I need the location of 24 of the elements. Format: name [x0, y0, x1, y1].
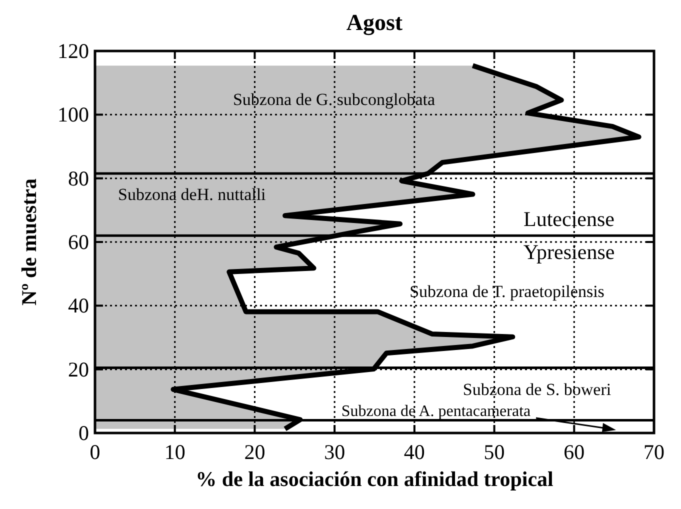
x-tick-label: 30: [324, 440, 346, 464]
y-tick-label: 120: [58, 39, 89, 63]
annotation: Subzona de T. praetopilensis: [410, 282, 604, 301]
y-tick-label: 20: [68, 357, 89, 382]
y-tick-label: 40: [68, 294, 89, 318]
y-tick-label: 100: [58, 102, 89, 127]
y-tick-label: 80: [68, 166, 89, 190]
annotation: Luteciense: [524, 207, 614, 231]
annotation: Subzona de S. boweri: [462, 380, 612, 399]
annotation: Subzona de A. pentacamerata: [341, 403, 531, 420]
annotation: Subzona deH. nuttalli: [118, 185, 266, 204]
y-tick-label: 60: [68, 230, 89, 254]
x-tick-label: 70: [644, 440, 664, 464]
x-tick-label: 40: [404, 440, 425, 464]
chart-title: Agost: [346, 10, 403, 36]
x-axis-title: % de la asociación con afinidad tropical: [196, 467, 554, 491]
x-tick-label: 20: [244, 440, 266, 464]
y-tick-label: 0: [78, 421, 89, 445]
x-tick-label: 10: [164, 440, 186, 464]
y-axis-title: Nº de muestra: [17, 178, 41, 306]
annotation: Ypresiense: [523, 240, 615, 264]
annotation: Subzona de G. subconglobata: [232, 90, 436, 109]
x-tick-label: 50: [484, 440, 505, 464]
x-tick-label: 60: [564, 440, 585, 464]
